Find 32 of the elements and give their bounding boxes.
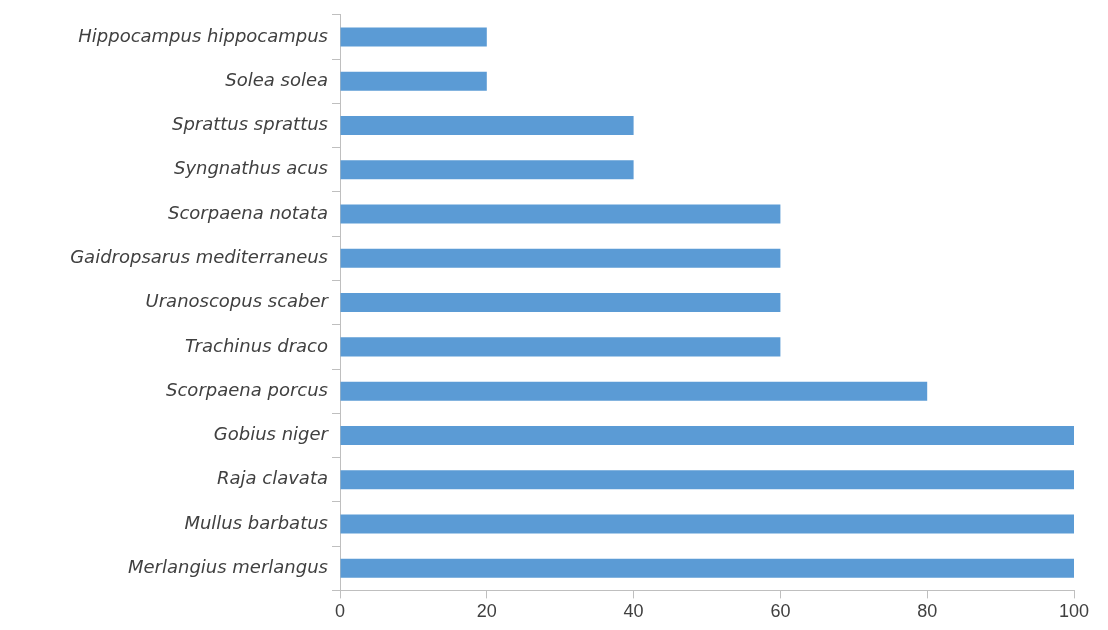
y-tick-label: Uranoscopus scaber xyxy=(145,290,330,312)
bar xyxy=(340,204,781,224)
y-tick-label: Gobius niger xyxy=(213,423,330,445)
y-tick-label: Solea solea xyxy=(225,68,328,90)
x-tick-label: 20 xyxy=(476,601,497,622)
y-tick-label: Syngnathus acus xyxy=(173,157,328,179)
y-tick-label: Sprattus sprattus xyxy=(171,113,328,135)
y-tick-label: Gaidropsarus mediterraneus xyxy=(70,245,328,267)
bar xyxy=(340,381,928,401)
bar xyxy=(340,425,1074,445)
bar xyxy=(340,293,781,313)
x-tick-label: 0 xyxy=(334,601,346,622)
x-tick-label: 100 xyxy=(1058,601,1090,622)
bar xyxy=(340,470,1074,490)
bar xyxy=(340,558,1074,578)
y-tick-label: Raja clavata xyxy=(217,467,328,489)
bar xyxy=(340,514,1074,534)
x-tick-label: 80 xyxy=(917,601,938,622)
y-tick-label: Mullus barbatus xyxy=(184,511,328,533)
bar xyxy=(340,115,634,136)
y-tick-label: Hippocampus hippocampus xyxy=(78,24,328,46)
y-tick-label: Trachinus draco xyxy=(184,334,328,356)
y-tick-label: Scorpaena porcus xyxy=(166,378,328,400)
bar xyxy=(340,27,487,47)
bar xyxy=(340,248,781,268)
bar xyxy=(340,160,634,180)
y-tick-label: Merlangius merlangus xyxy=(127,555,328,577)
y-tick-label: Scorpaena notata xyxy=(167,201,328,223)
bar xyxy=(340,71,487,91)
x-tick-label: 40 xyxy=(623,601,644,622)
x-tick-label: 60 xyxy=(770,601,791,622)
bar xyxy=(340,337,781,357)
